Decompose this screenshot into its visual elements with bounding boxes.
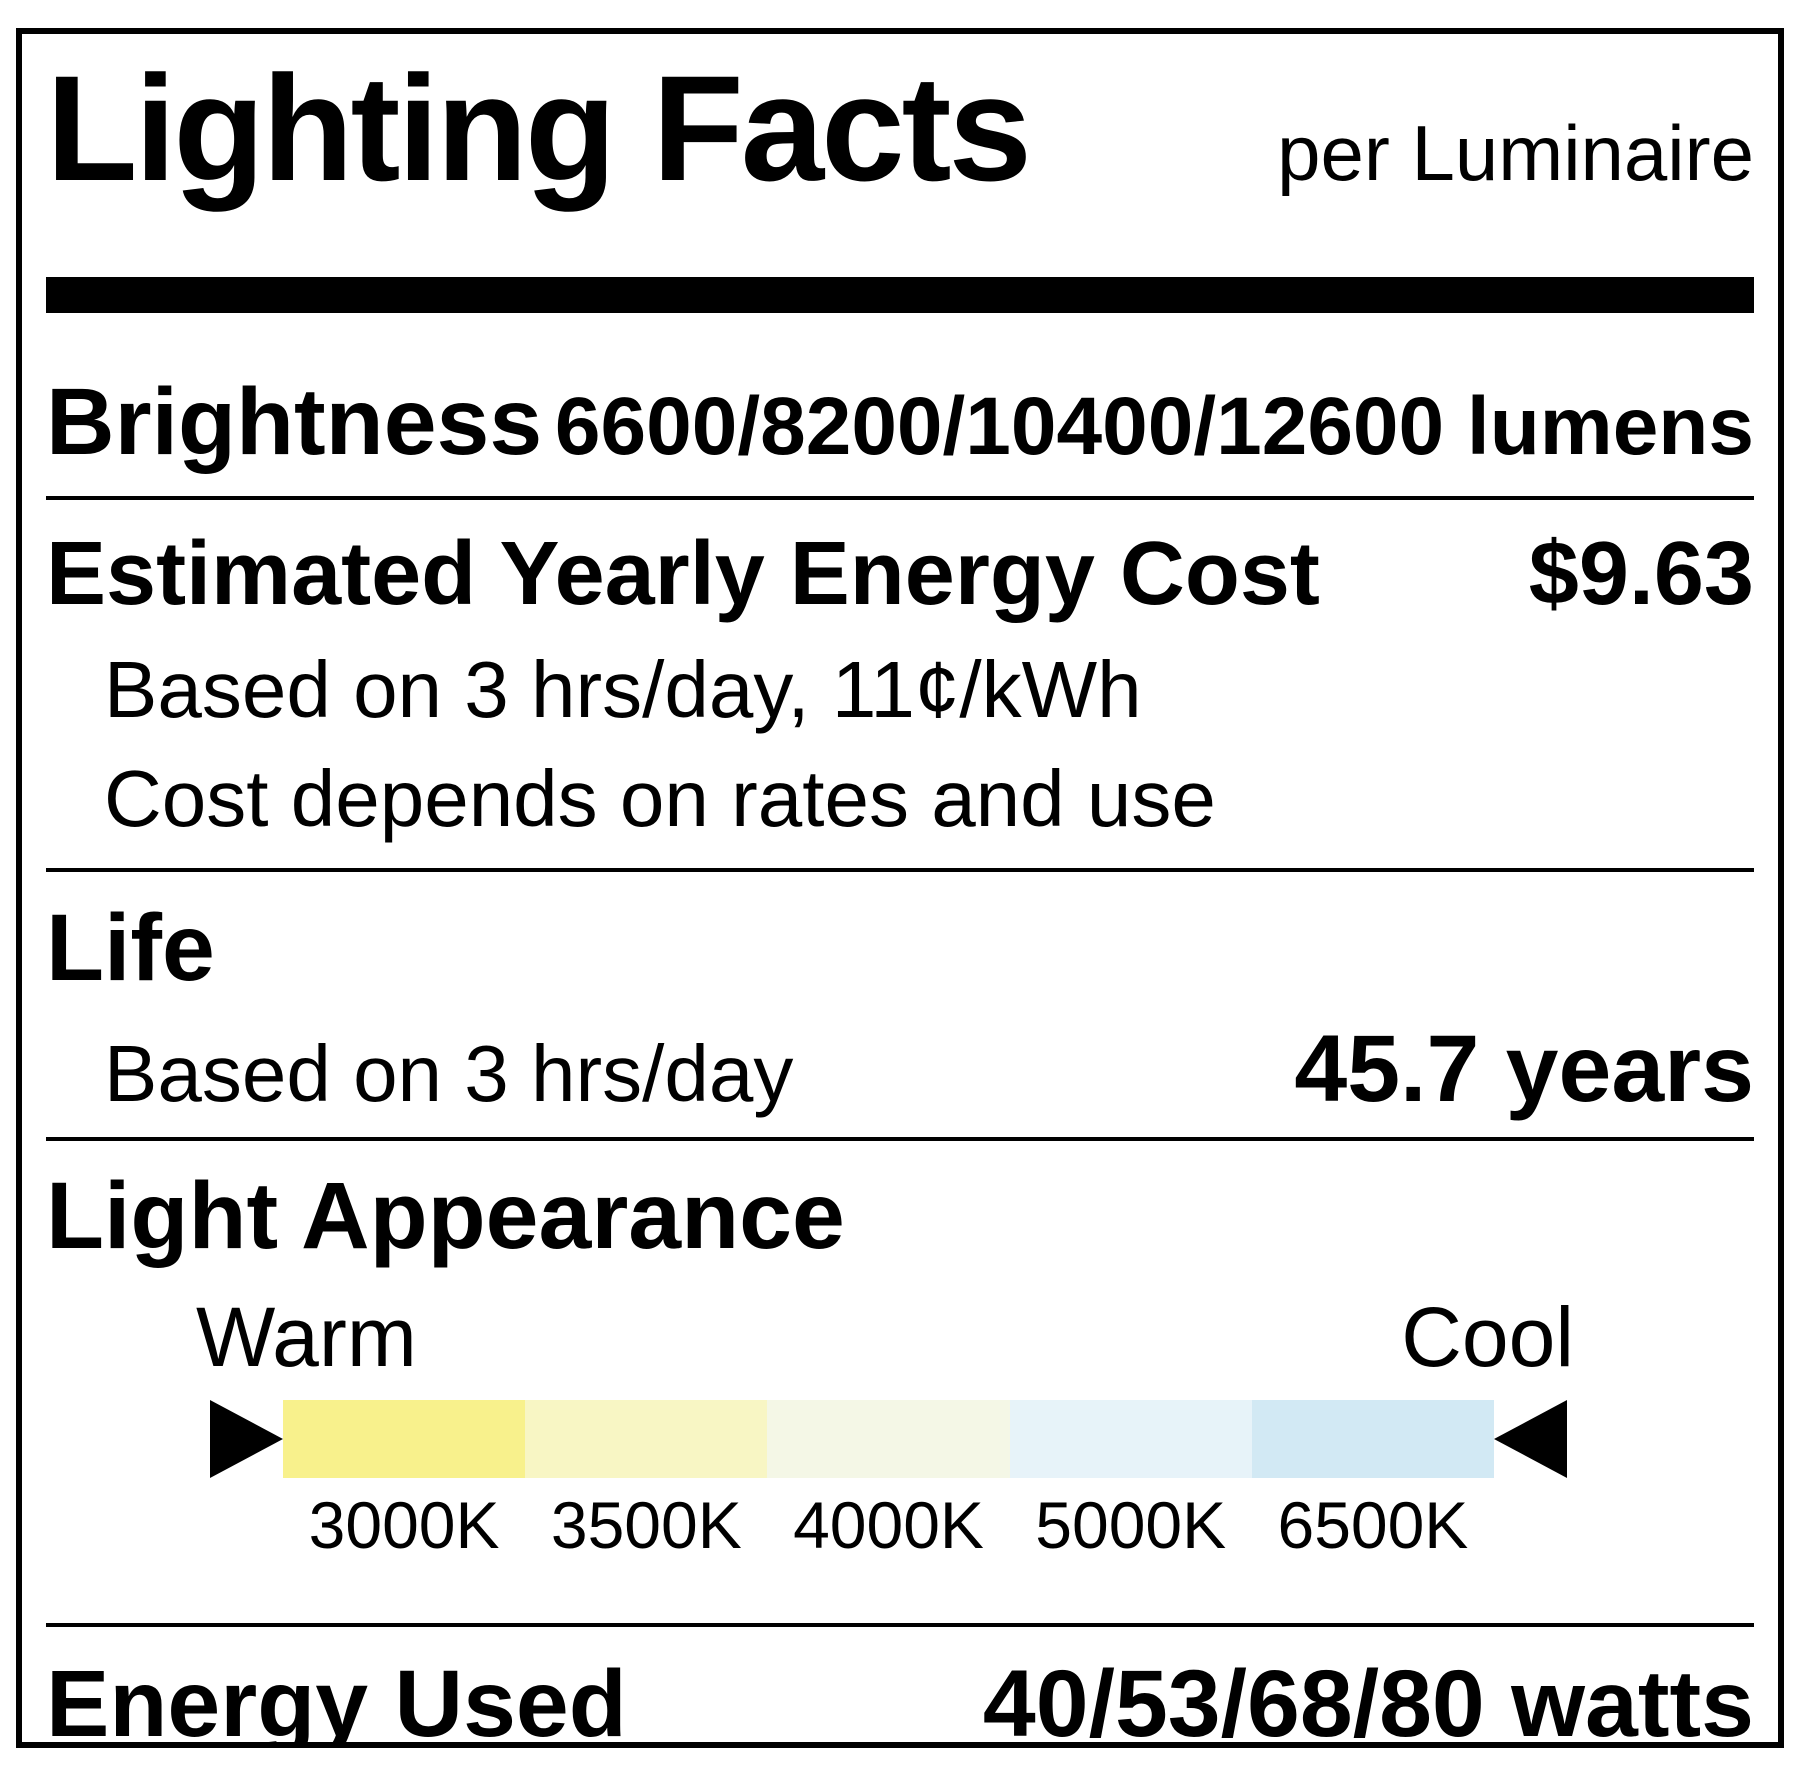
color-temp-label: 5000K: [1035, 1488, 1227, 1562]
color-temp-label: 6500K: [1277, 1488, 1469, 1562]
energy-cost-disclaimer-note: Cost depends on rates and use: [104, 754, 1216, 843]
warm-arrow-icon: [210, 1400, 283, 1478]
color-scale-bar: [210, 1400, 1567, 1478]
cool-label: Cool: [1401, 1290, 1574, 1384]
color-scale-segment: [1009, 1400, 1252, 1478]
section-divider: [46, 868, 1754, 872]
energy-cost-value: $9.63: [1528, 524, 1754, 624]
energy-cost-label: Estimated Yearly Energy Cost: [46, 524, 1320, 624]
label-title: Lighting Facts: [46, 44, 1032, 212]
energy-cost-basis-note: Based on 3 hrs/day, 11¢/kWh: [104, 645, 1142, 734]
color-temp-label: 3000K: [308, 1488, 500, 1562]
color-temp-label: 3500K: [550, 1488, 742, 1562]
energy-used-value: 40/53/68/80 watts: [982, 1651, 1754, 1748]
energy-used-label: Energy Used: [46, 1651, 627, 1748]
energy-used-row: Energy Used 40/53/68/80 watts: [46, 1649, 1754, 1748]
brightness-label: Brightness: [46, 369, 543, 475]
color-scale-segment: [1251, 1400, 1495, 1478]
life-basis: Based on 3 hrs/day: [104, 1029, 794, 1118]
life-value-row: Based on 3 hrs/day 45.7 years: [46, 1014, 1754, 1129]
lighting-facts-label: Lighting Facts per Luminaire Brightness …: [16, 28, 1784, 1748]
section-divider: [46, 1137, 1754, 1141]
color-temp-labels: 3000K 3500K 4000K 5000K 6500K: [283, 1487, 1494, 1563]
section-divider: [46, 1623, 1754, 1627]
light-appearance-label: Light Appearance: [46, 1163, 845, 1269]
brightness-row: Brightness 6600/8200/10400/12600 lumens: [46, 367, 1754, 482]
color-scale-segment: [283, 1400, 526, 1478]
color-scale-segment: [525, 1400, 768, 1478]
energy-cost-row: Estimated Yearly Energy Cost $9.63: [46, 518, 1754, 630]
section-divider: [46, 496, 1754, 500]
cool-arrow-icon: [1494, 1400, 1567, 1478]
life-label: Life: [46, 895, 215, 1001]
brightness-value: 6600/8200/10400/12600 lumens: [554, 381, 1754, 472]
color-temp-label: 4000K: [793, 1488, 984, 1562]
warm-cool-row: Warm Cool: [196, 1291, 1574, 1383]
color-scale-segment: [767, 1400, 1010, 1478]
title-divider-bar: [46, 277, 1754, 313]
label-subtitle: per Luminaire: [1277, 109, 1754, 197]
color-scale-segments: [283, 1400, 1495, 1478]
life-value: 45.7 years: [1294, 1016, 1754, 1122]
label-header: Lighting Facts per Luminaire: [46, 48, 1754, 233]
warm-label: Warm: [196, 1290, 417, 1384]
